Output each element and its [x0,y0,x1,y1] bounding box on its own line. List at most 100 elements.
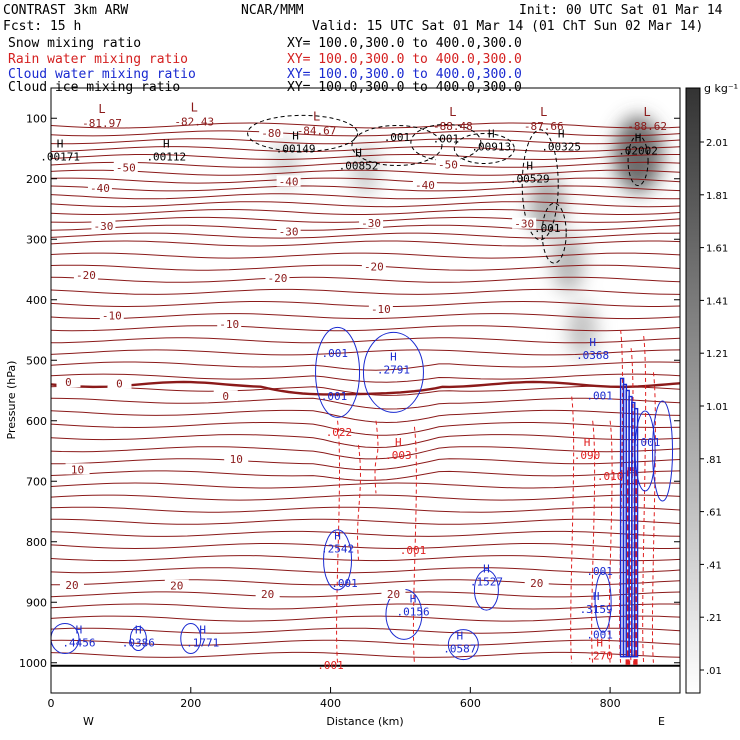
snow-max-3 [552,234,585,293]
x-tick-label-1: 200 [180,697,201,710]
field-xy-rain: XY= 100.0,300.0 to 400.0,300.0 [287,52,522,67]
field-label-snow: Snow mixing ratio [8,36,142,51]
temp-label-9: -30 [514,218,534,231]
isotherm-44 [51,591,680,598]
cloud-contour-0 [315,326,361,418]
colorbar-tick-label-3: 1.41 [706,296,728,307]
cloud-label-value-5: .001 [634,436,661,449]
isotherm-35 [51,482,680,489]
cloud-label-value-15: .1771 [186,636,219,649]
temp-label-3: -40 [90,182,110,195]
temp-min-value-3: -88.48 [433,120,473,133]
temperature-contours [51,122,680,667]
isotherm-14 [51,232,680,239]
temp-label-bg-14 [217,318,242,330]
rain-contour-4 [570,396,575,663]
x-tick-label-3: 600 [460,697,481,710]
isotherm-26 [51,373,680,383]
temp-label-bg-21 [59,578,84,590]
colorbar-tick-label-8: .41 [706,560,722,571]
isotherm-8 [51,185,680,192]
temp-label-18: 0 [222,390,229,403]
ice-contour-5 [627,135,649,187]
ice-label-value-7: .00529 [510,172,550,185]
y-tick-label-5: 600 [26,415,47,428]
ice-label-value-3: .00852 [339,160,379,173]
ice-label-mark-0: H [57,138,64,151]
cloud-label-value-8: .0156 [396,606,429,619]
temp-label-bg-15 [368,303,393,315]
temp-label-bg-22 [164,579,189,591]
isotherm-16 [51,252,680,259]
colorbar-tick-label-7: .61 [706,508,722,519]
ice-label-value-8: .001 [384,131,411,144]
ice-label-mark-2: H [292,130,299,143]
contour-labels: -80-50 -50-40-40 -40-30 -30-30 -30-20 -20-20-… [40,100,667,672]
cloud-label-value-13: .4456 [62,636,95,649]
temp-label-bg-2 [435,158,460,170]
cloud-contour-6 [51,623,80,655]
cloud-label-value-6: .2542 [321,543,354,556]
temp-label-bg-24 [381,587,406,599]
y-axis-label: Pressure (hPa) [5,361,18,440]
cloud-label-mark-9: H [593,590,600,603]
temp-label-bg-23 [255,587,280,599]
temp-label-24: 20 [387,588,400,601]
isotherm-2 [51,138,680,145]
cloud-contour-4 [447,629,479,661]
temp-label-bg-18 [213,390,238,402]
colorbar-tick-label-6: .81 [706,455,722,466]
temp-min-value-5: -88.62 [627,120,667,133]
rain-label-value-1: .003 [385,449,412,462]
isotherm-7 [51,177,680,184]
isotherm-28 [51,397,680,410]
isotherm-31 [51,434,680,449]
cloud-label-value-14: .0386 [122,636,155,649]
x-tick-label-0: 0 [48,697,55,710]
isotherm-20 [51,300,680,308]
ice-label-value-4: .00913 [471,140,511,153]
ice-label-mark-3: H [355,147,362,160]
temp-label-bg-10 [73,269,98,281]
y-tick-label-6: 700 [26,475,47,488]
isotherm-11 [51,208,680,215]
cloud-label-value-10: .001 [586,629,613,642]
y-tick-label-1: 200 [26,173,47,186]
rain-contour-6 [608,420,613,663]
rain-contour-3 [412,426,417,663]
temp-min-value-0: -81.97 [82,117,122,130]
temp-label-14: -10 [219,318,239,331]
rain-label-value-0: .022 [326,426,353,439]
cloud-label-value-11: .001 [586,565,613,578]
rain-contour-5 [591,420,596,663]
temp-label-7: -30 [279,226,299,239]
cloud-contour-9 [594,571,612,633]
y-tick-label-7: 800 [26,536,47,549]
colorbar-tick-label-0: 2.01 [706,138,728,149]
temp-min-value-2: -84.67 [297,124,337,137]
isotherm-21 [51,313,680,320]
temp-label-bg-25 [524,577,549,589]
temp-label-2: -50 [438,158,458,171]
freezing-level-line [51,380,680,396]
isotherm-34 [51,470,680,481]
temp-label-bg-3 [87,182,112,194]
temp-label-bg-0 [259,126,284,138]
temp-label-bg-19 [65,463,90,475]
cloud-contour-7 [129,626,147,652]
isotherm-22 [51,325,680,332]
ice-label-value-6: .02002 [618,145,658,158]
ice-label-mark-5: H [558,127,565,140]
y-tick-label-0: 100 [26,112,47,125]
cloud-water-contours [51,326,674,661]
rain-label-mark-2: H [584,436,591,449]
isotherm-25 [51,361,680,371]
colorbar-tick-label-5: 1.01 [706,402,728,413]
isotherm-19 [51,288,680,295]
temp-min-mark-2: L [313,109,320,123]
x-tick-label-2: 400 [320,697,341,710]
isotherm-49 [51,651,680,658]
x-end-label-east: E [658,715,665,728]
isotherm-15 [51,240,680,247]
